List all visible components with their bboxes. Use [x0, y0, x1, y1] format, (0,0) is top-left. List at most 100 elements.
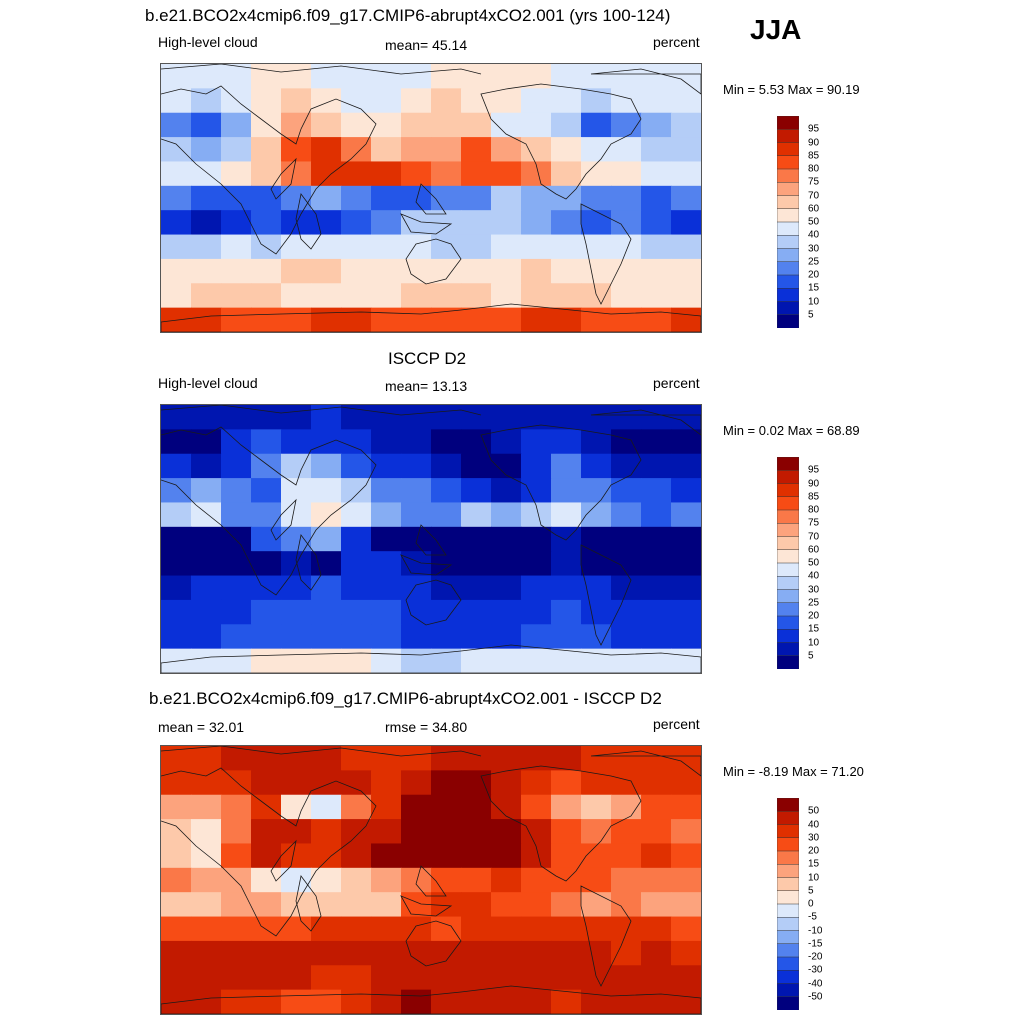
heatmap-cell — [431, 258, 462, 284]
panel3-heatmap — [161, 746, 701, 1014]
heatmap-cell — [401, 843, 432, 869]
heatmap-cell — [521, 307, 552, 332]
heatmap-cell — [551, 502, 582, 528]
heatmap-cell — [431, 599, 462, 625]
heatmap-cell — [161, 551, 192, 577]
heatmap-cell — [221, 502, 252, 528]
colorbar-tick-label: 85 — [808, 150, 820, 162]
panel3-units-label: percent — [653, 716, 700, 732]
heatmap-cell — [521, 234, 552, 260]
heatmap-cell — [521, 88, 552, 114]
heatmap-cell — [611, 502, 642, 528]
heatmap-cell — [671, 161, 701, 187]
heatmap-cell — [611, 405, 642, 430]
colorbar-swatch — [777, 890, 799, 905]
colorbar-swatch — [777, 470, 799, 485]
heatmap-cell — [221, 648, 252, 673]
heatmap-cell — [281, 965, 312, 991]
heatmap-cell — [461, 892, 492, 918]
heatmap-cell — [431, 624, 462, 650]
heatmap-cell — [311, 137, 342, 163]
colorbar-tick-label: 15 — [808, 858, 820, 870]
heatmap-cell — [521, 599, 552, 625]
season-label: JJA — [750, 14, 802, 45]
heatmap-cell — [551, 64, 582, 89]
heatmap-cell — [431, 867, 462, 893]
colorbar-tick-label: 10 — [808, 637, 820, 648]
heatmap-cell — [191, 137, 222, 163]
heatmap-cell — [581, 819, 612, 845]
heatmap-cell — [671, 770, 701, 796]
heatmap-cell — [611, 283, 642, 309]
heatmap-cell — [371, 551, 402, 577]
colorbar-swatch — [777, 182, 799, 197]
coastline — [270, 498, 297, 541]
heatmap-cell — [641, 794, 672, 820]
heatmap-cell — [401, 234, 432, 260]
heatmap-cell — [611, 88, 642, 114]
heatmap-cell — [371, 64, 402, 89]
heatmap-cell — [161, 161, 192, 187]
heatmap-cell — [161, 478, 192, 504]
heatmap-cell — [341, 551, 372, 577]
colorbar-swatch — [777, 602, 799, 617]
heatmap-cell — [341, 843, 372, 869]
colorbar-swatch — [777, 877, 799, 892]
heatmap-cell — [551, 258, 582, 284]
heatmap-cell — [491, 965, 522, 991]
heatmap-cell — [611, 258, 642, 284]
coastline — [405, 238, 462, 285]
heatmap-cell — [461, 819, 492, 845]
colorbar-swatch — [777, 996, 799, 1010]
coastline — [270, 839, 297, 882]
colorbar-swatch — [777, 655, 799, 669]
colorbar-swatch — [777, 274, 799, 289]
heatmap-cell — [461, 502, 492, 528]
heatmap-cell — [341, 819, 372, 845]
heatmap-cell — [191, 429, 222, 455]
heatmap-cell — [581, 965, 612, 991]
colorbar-tick-label: -50 — [808, 991, 823, 1003]
heatmap-cell — [431, 429, 462, 455]
heatmap-cell — [371, 429, 402, 455]
colorbar-swatch — [777, 208, 799, 223]
heatmap-cell — [491, 502, 522, 528]
heatmap-cell — [281, 843, 312, 869]
heatmap-cell — [491, 210, 522, 236]
heatmap-cell — [461, 624, 492, 650]
heatmap-cell — [251, 770, 282, 796]
heatmap-cell — [221, 989, 252, 1014]
panel2-title: ISCCP D2 — [388, 349, 467, 368]
heatmap-cell — [641, 746, 672, 771]
heatmap-cell — [491, 794, 522, 820]
coastline — [405, 920, 462, 967]
colorbar-tick-label: 40 — [808, 819, 820, 830]
heatmap-cell — [371, 599, 402, 625]
heatmap-cell — [161, 137, 192, 163]
heatmap-cell — [311, 916, 342, 942]
colorbar-swatch — [777, 496, 799, 511]
heatmap-cell — [281, 502, 312, 528]
heatmap-cell — [161, 88, 192, 114]
heatmap-cell — [281, 770, 312, 796]
heatmap-cell — [611, 648, 642, 673]
heatmap-cell — [431, 137, 462, 163]
heatmap-cell — [641, 867, 672, 893]
colorbar-swatch — [777, 116, 799, 130]
heatmap-cell — [431, 64, 462, 89]
heatmap-cell — [161, 794, 192, 820]
heatmap-cell — [341, 478, 372, 504]
heatmap-cell — [611, 185, 642, 211]
coastline — [590, 409, 701, 436]
heatmap-cell — [161, 526, 192, 552]
coastline — [590, 68, 701, 95]
heatmap-cell — [671, 405, 701, 430]
heatmap-cell — [251, 624, 282, 650]
heatmap-cell — [311, 770, 342, 796]
coastline — [161, 405, 482, 416]
heatmap-cell — [611, 429, 642, 455]
heatmap-cell — [371, 161, 402, 187]
colorbar-swatch — [777, 589, 799, 604]
heatmap-cell — [221, 940, 252, 966]
heatmap-cell — [281, 940, 312, 966]
